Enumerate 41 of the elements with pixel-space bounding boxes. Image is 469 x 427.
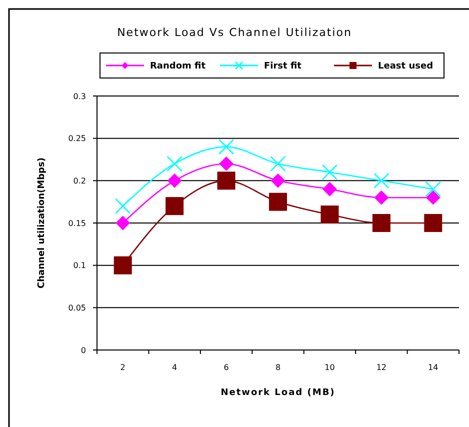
x-tick-label: 2 xyxy=(120,363,126,372)
y-tick-label: 0 xyxy=(80,346,86,355)
x-tick-label: 8 xyxy=(275,363,281,372)
point xyxy=(322,182,337,196)
point xyxy=(426,190,440,205)
point xyxy=(269,192,287,211)
y-tick-label: 0.25 xyxy=(68,134,86,144)
point xyxy=(424,214,442,232)
y-tick-label: 0.15 xyxy=(68,218,86,228)
point xyxy=(116,216,130,230)
point xyxy=(218,138,234,155)
point xyxy=(167,173,182,188)
legend-label: Random fit xyxy=(150,62,206,72)
point xyxy=(270,156,286,172)
y-tick-label: 0.3 xyxy=(73,92,86,101)
x-tick-label: 4 xyxy=(172,363,178,372)
y-tick-label: 0.1 xyxy=(73,261,86,270)
point xyxy=(374,190,389,205)
point xyxy=(270,173,286,188)
y-tick-label: 0.05 xyxy=(68,303,86,312)
chart-title: Network Load Vs Channel Utilization xyxy=(117,26,352,39)
y-tick-label: 0.2 xyxy=(73,176,86,186)
point xyxy=(166,197,184,216)
point xyxy=(115,198,131,214)
point xyxy=(219,156,234,171)
x-tick-label: 14 xyxy=(428,363,438,372)
point xyxy=(374,172,390,189)
point xyxy=(217,172,236,190)
point xyxy=(166,156,182,172)
point xyxy=(322,164,338,180)
y-axis-title: Channel utilization(Mbps) xyxy=(37,158,47,288)
legend-label: Least used xyxy=(378,62,434,72)
point xyxy=(114,256,132,274)
point xyxy=(372,214,390,232)
x-axis-title: Network Load (MB) xyxy=(220,388,336,398)
x-tick-label: 10 xyxy=(324,363,335,372)
x-tick-label: 12 xyxy=(376,363,387,372)
legend-label: First fit xyxy=(264,62,302,72)
x-tick-label: 6 xyxy=(224,363,229,372)
point xyxy=(425,181,441,197)
point xyxy=(320,206,339,224)
